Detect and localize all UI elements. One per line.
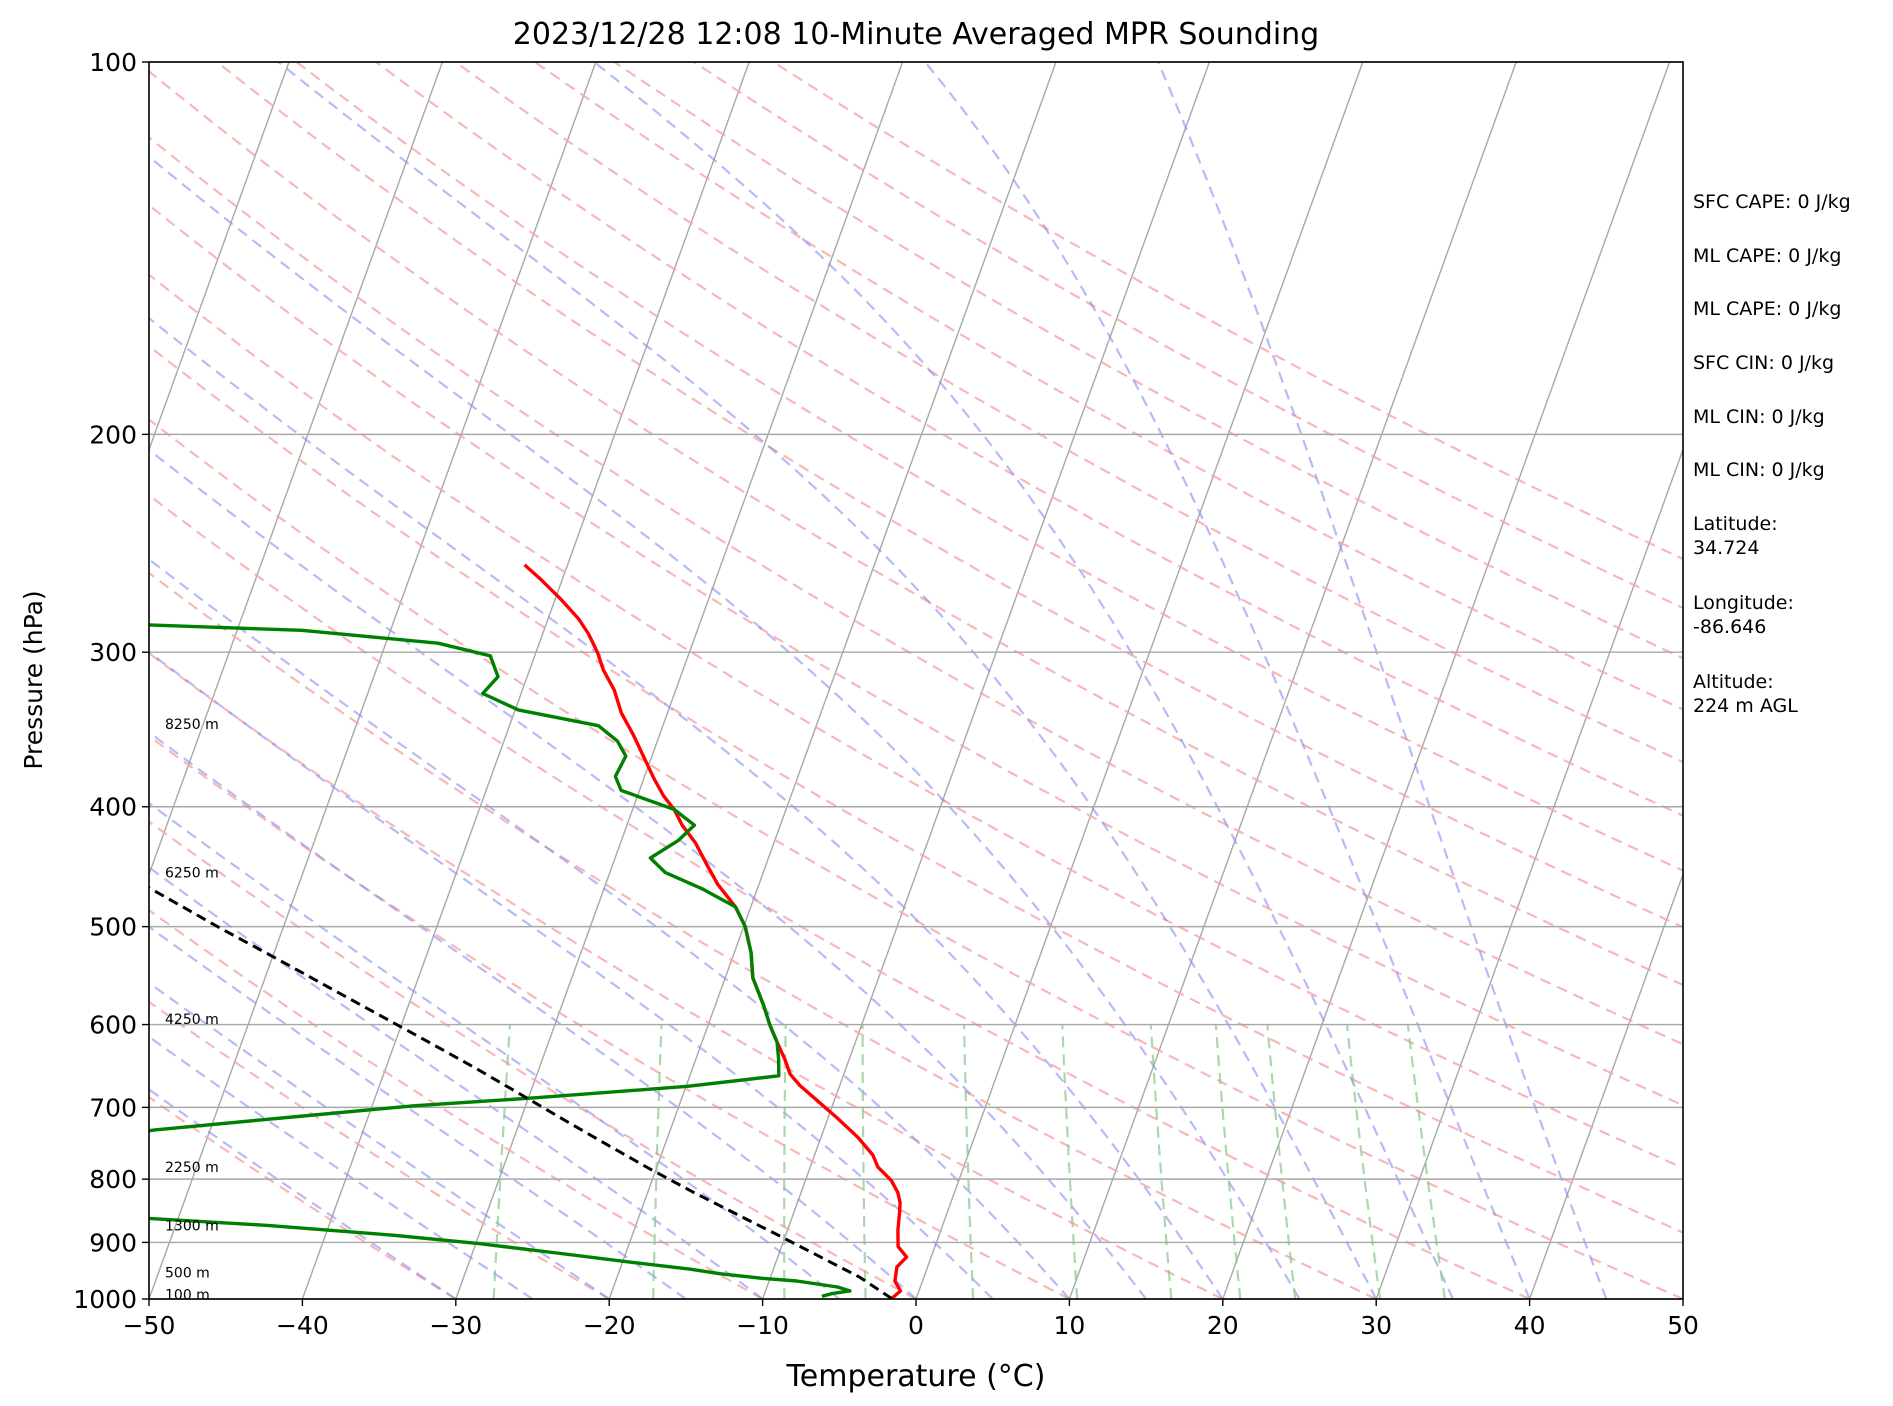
moist-adiabat-line xyxy=(277,62,1378,1299)
altitude-label: Altitude: 224 m AGL xyxy=(1693,671,1798,717)
background-reference-lines xyxy=(149,62,1683,1299)
dry-adiabat-line xyxy=(149,418,1683,1299)
height-label: 100 m xyxy=(165,1288,210,1304)
height-label: 6250 m xyxy=(165,865,219,881)
dry-adiabat-line xyxy=(149,1000,610,1299)
x-tick-label: 10 xyxy=(1053,1311,1085,1340)
x-axis-label: Temperature (°C) xyxy=(786,1359,1046,1394)
mixing-ratio-line xyxy=(1266,1024,1297,1299)
y-tick-label: 400 xyxy=(89,793,137,822)
moist-adiabat-line xyxy=(924,62,1531,1299)
y-tick-label: 300 xyxy=(89,638,137,667)
ml-cin-label-2: ML CIN: 0 J/kg xyxy=(1693,459,1825,481)
ml-cape-label: ML CAPE: 0 J/kg xyxy=(1693,245,1842,267)
height-label: 1300 m xyxy=(165,1218,219,1234)
y-tick-label: 700 xyxy=(89,1093,137,1122)
mixing-ratio-line xyxy=(861,1024,867,1299)
x-tick-label: 30 xyxy=(1360,1311,1392,1340)
isotherm-line xyxy=(455,62,904,1299)
dry-adiabat-line xyxy=(216,62,1683,929)
x-tick-label: −30 xyxy=(429,1311,482,1340)
mixing-ratio-line xyxy=(783,1024,787,1299)
dry-adiabat-line xyxy=(613,62,1683,660)
x-tick-label: 50 xyxy=(1667,1311,1699,1340)
mixing-ratio-line xyxy=(1214,1024,1242,1299)
mixing-ratio-line xyxy=(652,1024,663,1299)
dry-adiabat-line xyxy=(375,62,1683,817)
dry-adiabat-line xyxy=(149,69,1683,987)
moist-adiabat-line xyxy=(149,155,1301,1299)
mixing-ratio-line xyxy=(1345,1024,1382,1299)
sounding-profiles xyxy=(149,563,909,1299)
latitude-label: Latitude: 34.724 xyxy=(1693,513,1778,559)
moist-adiabat-line xyxy=(149,865,764,1299)
moist-adiabat-line xyxy=(149,448,1147,1299)
isotherm-line xyxy=(608,62,1057,1299)
x-tick-label: −50 xyxy=(123,1311,176,1340)
ml-cape-label-2: ML CAPE: 0 J/kg xyxy=(1693,298,1842,320)
y-tick-label: 900 xyxy=(89,1228,137,1257)
isotherm-line xyxy=(149,62,597,1299)
sfc-cin-label: SFC CIN: 0 J/kg xyxy=(1693,352,1835,374)
moist-adiabat-line xyxy=(593,62,1454,1299)
sfc-cape-label: SFC CAPE: 0 J/kg xyxy=(1693,191,1851,213)
x-tick-label: −20 xyxy=(583,1311,636,1340)
mixing-ratio-line xyxy=(963,1024,975,1299)
moist-adiabat-line xyxy=(149,316,1224,1299)
y-axis-label: Pressure (hPa) xyxy=(19,590,48,769)
dry-adiabat-line xyxy=(454,62,1683,764)
mixing-ratio-line xyxy=(1061,1024,1079,1299)
dry-adiabat-line xyxy=(149,203,1683,1107)
isotherm-line xyxy=(761,62,1211,1299)
dry-adiabat-line xyxy=(295,62,1683,872)
x-tick-label: −10 xyxy=(736,1311,789,1340)
dewpoint-line xyxy=(149,623,852,1298)
dry-adiabat-line xyxy=(149,136,1683,1046)
isotherm-line xyxy=(149,62,444,877)
dry-adiabat-line xyxy=(149,493,1531,1299)
isotherm-line xyxy=(915,62,1364,1299)
moist-adiabat-line xyxy=(149,801,840,1299)
isotherm-line xyxy=(1375,447,1683,1299)
y-tick-label: 1000 xyxy=(73,1285,137,1314)
isotherm-line xyxy=(1222,62,1671,1299)
moist-adiabat-line xyxy=(149,925,687,1299)
isotherm-line xyxy=(1528,872,1683,1299)
isotherm-line xyxy=(149,62,290,452)
y-tick-label: 600 xyxy=(89,1011,137,1040)
isotherm-line xyxy=(301,62,750,1299)
parcel-line xyxy=(149,886,893,1299)
height-label: 8250 m xyxy=(165,717,219,733)
height-label: 500 m xyxy=(165,1266,210,1282)
dry-adiabat-line xyxy=(534,62,1683,711)
mixing-ratio-line xyxy=(1149,1024,1173,1299)
x-tick-label: −40 xyxy=(276,1311,329,1340)
mixing-ratio-line xyxy=(1406,1024,1446,1299)
height-label: 2250 m xyxy=(165,1160,219,1176)
moist-adiabat-line xyxy=(1157,62,1608,1299)
moist-adiabat-line xyxy=(149,557,1071,1299)
mixing-ratio-line xyxy=(492,1024,512,1299)
ml-cin-label: ML CIN: 0 J/kg xyxy=(1693,406,1825,428)
dry-adiabat-line xyxy=(149,908,764,1299)
chart-title: 2023/12/28 12:08 10-Minute Averaged MPR … xyxy=(513,17,1319,52)
x-tick-label: 20 xyxy=(1207,1311,1239,1340)
isotherm-line xyxy=(1068,62,1517,1299)
y-tick-label: 200 xyxy=(89,420,137,449)
moist-adiabat-line xyxy=(149,730,917,1299)
x-tick-label: 40 xyxy=(1514,1311,1546,1340)
x-tick-label: 0 xyxy=(908,1311,924,1340)
y-tick-label: 100 xyxy=(89,48,137,77)
y-tick-label: 500 xyxy=(89,913,137,942)
dry-adiabat-line xyxy=(149,344,1683,1234)
longitude-label: Longitude: -86.646 xyxy=(1693,592,1794,638)
height-label: 4250 m xyxy=(165,1012,219,1028)
dry-adiabat-line xyxy=(149,820,917,1299)
dry-adiabat-line xyxy=(693,62,1683,610)
y-tick-label: 800 xyxy=(89,1165,137,1194)
